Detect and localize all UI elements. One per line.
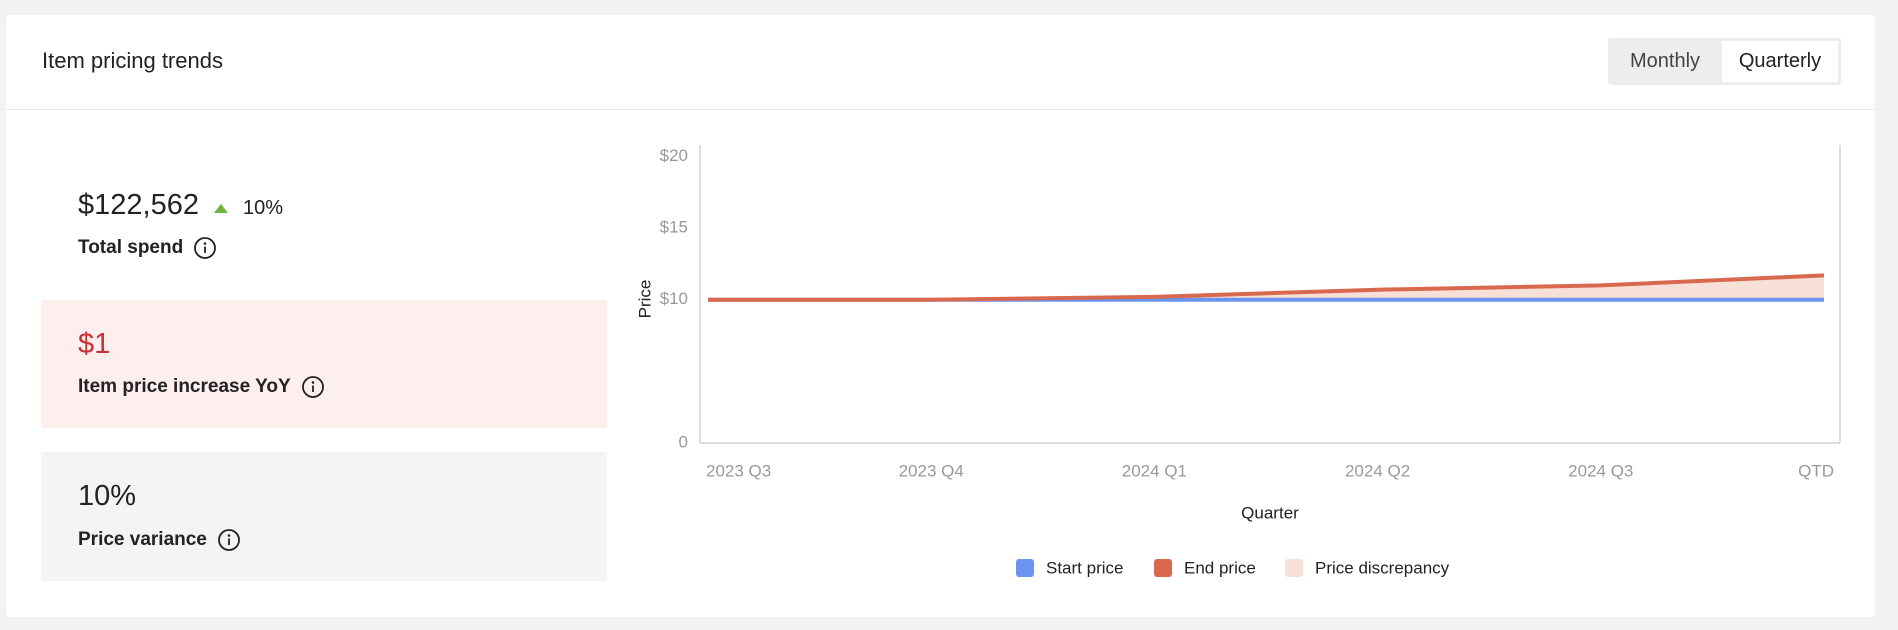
x-tick-label: 2024 Q2 <box>1345 461 1410 480</box>
discrepancy-area <box>708 275 1824 300</box>
title: Item pricing trends <box>42 48 223 73</box>
x-tick-label: QTD <box>1798 461 1834 480</box>
header: Item pricing trends Monthly Quarterly <box>6 15 1875 110</box>
y-tick-label: $15 <box>660 218 688 237</box>
info-icon[interactable] <box>217 528 241 552</box>
legend-swatch <box>1285 559 1303 577</box>
stat-value: $1 <box>78 328 111 360</box>
legend-label: Start price <box>1046 558 1123 577</box>
x-tick-label: 2023 Q3 <box>706 461 771 480</box>
toggle-quarterly[interactable]: Quarterly <box>1722 41 1838 82</box>
legend-swatch <box>1016 559 1034 577</box>
toggle-monthly[interactable]: Monthly <box>1629 50 1701 72</box>
stat-label: Item price increase YoY <box>78 375 325 399</box>
line <box>708 273 1825 302</box>
x-tick-label: 2024 Q3 <box>1568 461 1633 480</box>
y-tick-label: $20 <box>660 146 688 165</box>
legend-label: Price discrepancy <box>1315 558 1450 577</box>
stat-variance: 10% Price variance <box>41 452 607 581</box>
stat-total: $122,562 10% Total spend <box>41 171 607 271</box>
info-icon[interactable] <box>193 236 217 260</box>
label-text: Item price increase YoY <box>78 376 291 397</box>
stat-value: $122,562 <box>78 189 199 221</box>
stat-label: Price variance <box>78 528 241 552</box>
up-arrow <box>213 204 228 213</box>
label-text: Total spend <box>78 237 184 258</box>
legend-label: End price <box>1184 558 1256 577</box>
y-tick-label: $10 <box>660 289 688 308</box>
y-axis-label: Price <box>635 280 654 319</box>
stat-increase: $1 Item price increase YoY <box>41 300 607 428</box>
label-text: Price variance <box>78 529 207 550</box>
stat-label: Total spend <box>78 236 217 260</box>
stat-change: 10% <box>242 197 283 219</box>
y-tick-label: 0 <box>679 432 688 451</box>
x-tick-label: 2023 Q4 <box>899 461 964 480</box>
x-tick-label: 2024 Q1 <box>1122 461 1187 480</box>
stat-value: 10% <box>78 480 137 512</box>
legend-swatch <box>1154 559 1172 577</box>
info-icon[interactable] <box>301 375 325 399</box>
x-axis-label: Quarter <box>1241 503 1299 522</box>
card: Item pricing trends Monthly Quarterly $1… <box>6 15 1875 617</box>
toggle: Monthly Quarterly <box>1608 38 1841 85</box>
